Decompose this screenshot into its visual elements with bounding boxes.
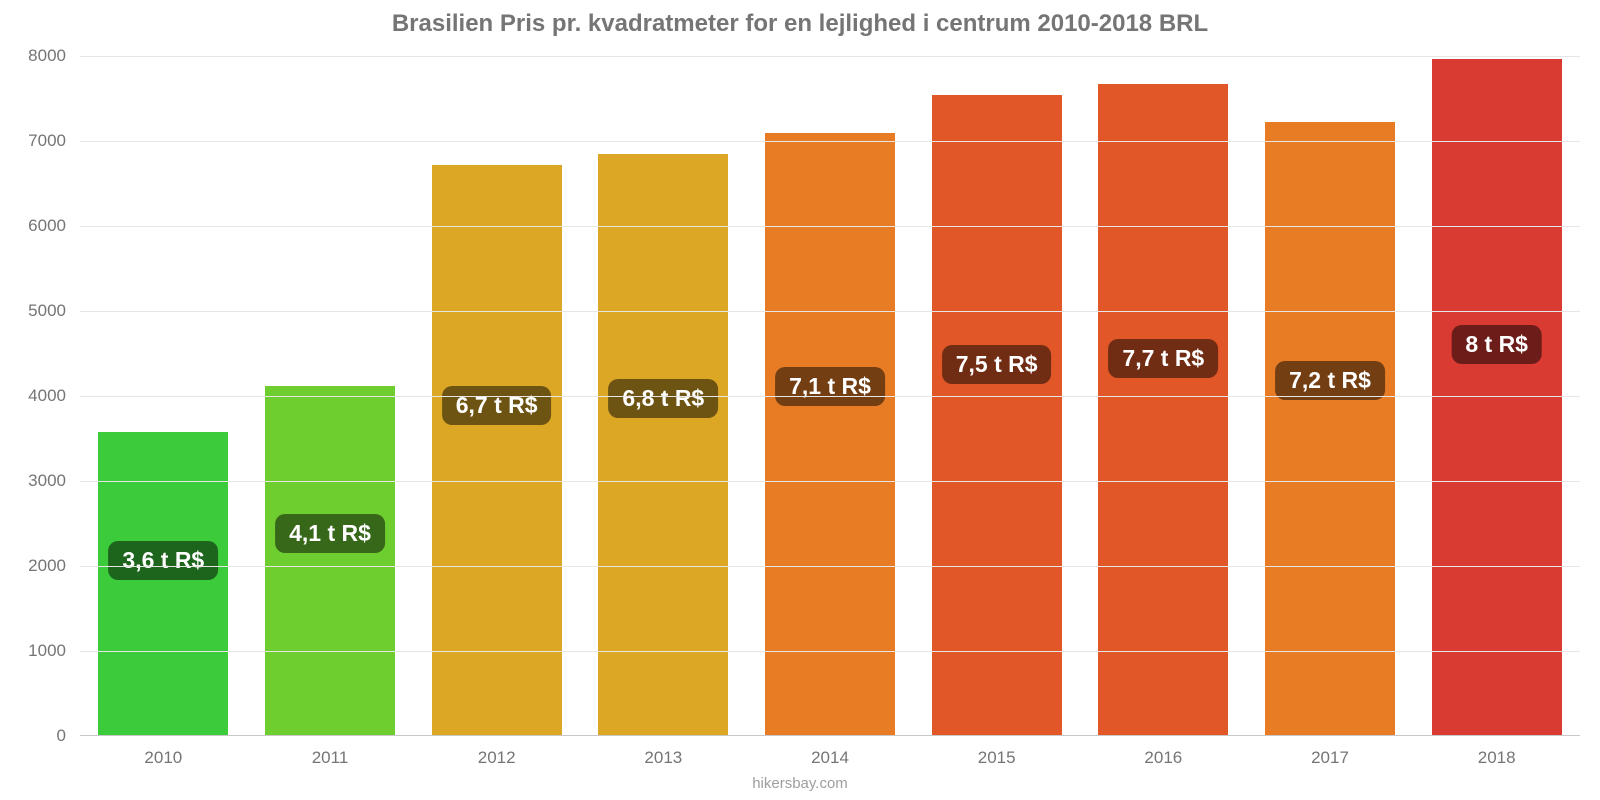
y-axis-tick: 3000 xyxy=(28,471,80,491)
bar: 7,5 t R$ xyxy=(932,95,1062,736)
bar: 7,2 t R$ xyxy=(1265,122,1395,736)
gridline xyxy=(80,226,1580,227)
y-axis-tick: 0 xyxy=(57,726,80,746)
x-axis-tick: 2014 xyxy=(811,736,849,768)
bar-value-label: 8 t R$ xyxy=(1451,325,1542,364)
x-axis-tick: 2010 xyxy=(144,736,182,768)
y-axis-tick: 8000 xyxy=(28,46,80,66)
bar: 7,7 t R$ xyxy=(1098,84,1228,736)
gridline xyxy=(80,651,1580,652)
chart-title: Brasilien Pris pr. kvadratmeter for en l… xyxy=(0,10,1600,38)
x-axis-tick: 2013 xyxy=(644,736,682,768)
plot-area: 3,6 t R$ 4,1 t R$ 6,7 t R$ 6,8 t R$ 7,1 t R$… xyxy=(80,56,1580,736)
y-axis-tick: 1000 xyxy=(28,641,80,661)
bar: 3,6 t R$ xyxy=(98,432,228,736)
y-axis-tick: 4000 xyxy=(28,386,80,406)
bar: 8 t R$ xyxy=(1432,59,1562,736)
bar-value-label: 3,6 t R$ xyxy=(108,541,218,580)
x-axis-tick: 2015 xyxy=(978,736,1016,768)
y-axis-tick: 2000 xyxy=(28,556,80,576)
y-axis-tick: 6000 xyxy=(28,216,80,236)
gridline xyxy=(80,481,1580,482)
bar: 6,8 t R$ xyxy=(598,154,728,736)
bar-value-label: 7,1 t R$ xyxy=(775,367,885,406)
x-axis-tick: 2017 xyxy=(1311,736,1349,768)
x-axis-tick: 2011 xyxy=(312,736,349,768)
source-attribution: hikersbay.com xyxy=(0,775,1600,792)
bar-value-label: 7,5 t R$ xyxy=(942,345,1052,384)
gridline xyxy=(80,311,1580,312)
gridline xyxy=(80,141,1580,142)
x-axis-tick: 2018 xyxy=(1478,736,1516,768)
bar-value-label: 7,7 t R$ xyxy=(1108,339,1218,378)
bar: 4,1 t R$ xyxy=(265,386,395,736)
bar-value-label: 7,2 t R$ xyxy=(1275,361,1385,400)
gridline xyxy=(80,396,1580,397)
bar-value-label: 6,7 t R$ xyxy=(442,386,552,425)
x-axis-tick: 2016 xyxy=(1144,736,1182,768)
bar: 7,1 t R$ xyxy=(765,133,895,737)
gridline xyxy=(80,566,1580,567)
bar-value-label: 6,8 t R$ xyxy=(608,379,718,418)
x-axis-tick: 2012 xyxy=(478,736,516,768)
bar-value-label: 4,1 t R$ xyxy=(275,514,385,553)
y-axis-tick: 7000 xyxy=(28,131,80,151)
gridline xyxy=(80,56,1580,57)
y-axis-tick: 5000 xyxy=(28,301,80,321)
